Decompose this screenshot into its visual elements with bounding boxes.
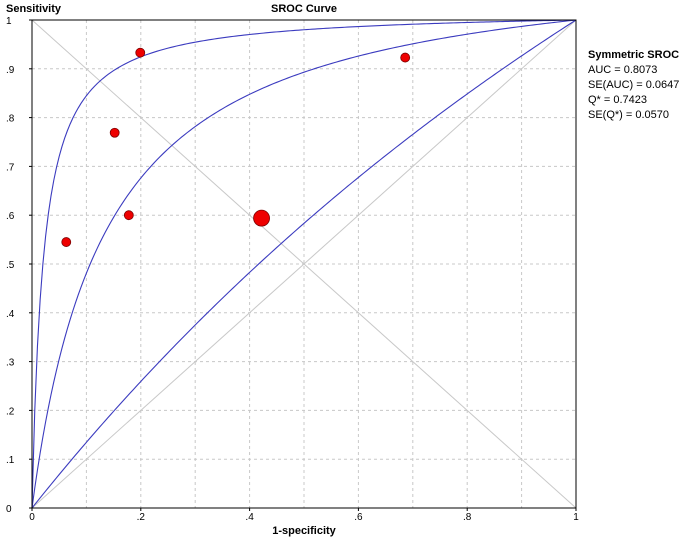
stat-se-auc: SE(AUC) = 0.0647 <box>588 79 680 91</box>
y-tick-label: .6 <box>6 211 15 222</box>
y-axis-label: Sensitivity <box>6 3 62 15</box>
chart-title: SROC Curve <box>271 3 337 15</box>
y-tick-label: .7 <box>6 162 15 173</box>
x-tick-label: .2 <box>137 512 146 523</box>
y-tick-label: .2 <box>6 406 15 417</box>
study-point-4 <box>135 47 146 58</box>
y-tick-label: .5 <box>6 260 15 271</box>
y-tick-label: .4 <box>6 309 15 320</box>
x-axis-label: 1-specificity <box>272 525 336 537</box>
x-tick-label: 1 <box>573 512 579 523</box>
x-tick-label: .6 <box>354 512 363 523</box>
sroc-curve-2 <box>31 19 577 509</box>
y-tick-label: 1 <box>6 16 12 27</box>
x-tick-label: .4 <box>245 512 254 523</box>
y-tick-label: .8 <box>6 114 15 125</box>
study-point-5 <box>253 209 270 227</box>
study-point-1 <box>61 237 72 247</box>
study-point-2 <box>109 127 120 138</box>
x-tick-label: 0 <box>29 512 35 523</box>
anti-diagonal-reference-line <box>31 19 577 509</box>
study-point-3 <box>123 210 134 221</box>
stat-q-star: Q* = 0.7423 <box>588 94 648 106</box>
stat-auc: AUC = 0.8073 <box>588 64 658 76</box>
study-point-6 <box>400 52 411 63</box>
y-tick-label: .3 <box>6 358 15 369</box>
stat-se-q-star: SE(Q*) = 0.0570 <box>588 109 670 121</box>
sroc-curve-1 <box>31 19 577 509</box>
sroc-curve-3 <box>31 19 577 509</box>
x-tick-label: .8 <box>463 512 472 523</box>
y-tick-label: .1 <box>6 455 15 466</box>
stats-heading: Symmetric SROC <box>588 49 680 61</box>
stats-panel: Symmetric SROC AUC = 0.8073 SE(AUC) = 0.… <box>588 48 679 123</box>
y-tick-label: 0 <box>6 504 12 515</box>
y-tick-label: .9 <box>6 65 15 76</box>
